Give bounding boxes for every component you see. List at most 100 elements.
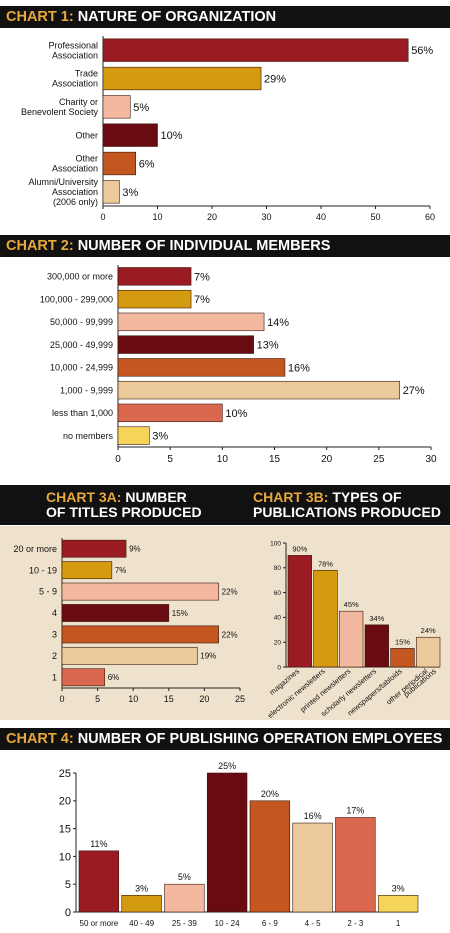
- chart3a-x-tick-label: 10: [128, 694, 138, 704]
- chart1-data-label: 56%: [411, 45, 433, 57]
- chart3b-bar: [364, 624, 389, 668]
- chart2-data-label: 14%: [267, 317, 289, 329]
- chart3a-x-tick-label: 0: [59, 694, 64, 704]
- chart2-category-label: 10,000 - 24,999: [50, 363, 113, 373]
- chart2-x-tick-label: 15: [269, 454, 281, 465]
- chart3a-data-label: 6%: [108, 673, 120, 682]
- chart3a-data-label: 9%: [129, 545, 141, 554]
- chart2-title-text: NUMBER OF INDIVIDUAL MEMBERS: [77, 238, 331, 254]
- chart2-data-label: 16%: [288, 362, 310, 374]
- chart2-bar: [117, 426, 150, 445]
- chart3a-title-number: CHART 3A:: [46, 489, 122, 505]
- chart2-data-label: 13%: [257, 340, 279, 352]
- chart4-y-tick-label: 10: [59, 851, 71, 863]
- chart3a-bar: [61, 604, 170, 622]
- chart2-x-tick-label: 25: [373, 454, 385, 465]
- chart3a-bar: [61, 646, 198, 665]
- chart4-bar: [121, 895, 162, 913]
- chart1-x-tick-label: 40: [316, 212, 326, 222]
- chart1-category-label: Association: [52, 164, 98, 174]
- chart3b-data-label: 78%: [318, 559, 333, 568]
- chart2-category-label: 1,000 - 9,999: [60, 385, 113, 395]
- chart2-x-tick-label: 0: [115, 454, 121, 465]
- chart4-bar: [292, 822, 333, 913]
- chart4-data-label: 20%: [261, 789, 279, 799]
- chart3a-category-label: 10 - 19: [29, 565, 57, 575]
- chart2-banner: CHART 2: NUMBER OF INDIVIDUAL MEMBERS: [0, 235, 450, 257]
- chart3b-data-label: 45%: [344, 600, 359, 609]
- chart1-bar: [102, 151, 137, 176]
- chart3a-x-tick-label: 5: [95, 694, 100, 704]
- chart1-data-label: 3%: [122, 187, 138, 199]
- chart3b-data-label: 34%: [369, 614, 384, 623]
- chart4-y-tick-label: 25: [59, 768, 71, 780]
- chart2-bar: [117, 358, 286, 377]
- chart4-category-label: 4 - 5: [305, 919, 322, 928]
- chart3a-bar: [61, 582, 219, 601]
- chart3a-category-label: 5 - 9: [39, 587, 57, 597]
- chart3b-title-line2: PUBLICATIONS PRODUCED: [253, 504, 441, 520]
- chart4-y-tick-label: 15: [59, 823, 71, 835]
- chart1-title-number: CHART 1:: [6, 9, 74, 25]
- chart4-y-tick-label: 5: [65, 879, 71, 891]
- chart2-title-number: CHART 2:: [6, 238, 74, 254]
- chart2-category-label: 50,000 - 99,999: [50, 317, 113, 327]
- chart3b-bar: [339, 610, 364, 668]
- chart1-bar: [102, 66, 262, 91]
- chart4-data-label: 3%: [392, 883, 405, 893]
- chart4-data-label: 11%: [90, 839, 107, 849]
- chart2-data-label: 27%: [403, 385, 425, 397]
- chart1-category-label: Association: [52, 50, 98, 60]
- chart1-x-tick-label: 50: [370, 212, 380, 222]
- chart3a-x-tick-label: 15: [164, 694, 174, 704]
- chart1-bar: [102, 180, 120, 204]
- chart4-y-tick-label: 0: [65, 907, 71, 919]
- chart3b-title-line1: TYPES OF: [332, 489, 402, 505]
- chart3a-title-line2: OF TITLES PRODUCED: [46, 504, 202, 520]
- chart3b-data-label: 24%: [421, 626, 436, 635]
- chart1-plot: 0 10 20 30 40 50 6056%ProfessionalAssociation2…: [21, 36, 435, 222]
- chart3a-title: CHART 3A: NUMBER OF TITLES PRODUCED: [46, 490, 202, 520]
- chart1-data-label: 5%: [133, 102, 149, 114]
- chart4-bar: [335, 817, 376, 913]
- chart3b-title-number: CHART 3B:: [253, 489, 329, 505]
- chart3a-data-label: 19%: [200, 652, 216, 661]
- chart3a-category-label: 1: [52, 672, 57, 682]
- chart1-x-tick-label: 20: [207, 212, 217, 222]
- chart1-category-label: Charity or: [59, 97, 98, 107]
- chart1-x-tick-label: 10: [152, 212, 162, 222]
- chart4-title-text: NUMBER OF PUBLISHING OPERATION EMPLOYEES: [77, 731, 443, 747]
- chart1-title-text: NATURE OF ORGANIZATION: [77, 9, 277, 25]
- chart4-plot: 0 5 10 15 20 25 11% 50 or more 3% 40 - 49 5% 25 - 3…: [59, 761, 419, 928]
- chart3a-data-label: 22%: [222, 587, 238, 596]
- chart3b-y-tick-label: 0: [277, 664, 281, 671]
- chart1-data-label: 6%: [139, 158, 155, 170]
- chart4-bar: [249, 800, 291, 913]
- chart1-bar: [102, 95, 131, 119]
- chart3b-y-tick-label: 100: [270, 540, 281, 547]
- chart3b-bar: [287, 555, 312, 668]
- chart3a-bar: [61, 561, 113, 580]
- chart4-bar: [164, 883, 205, 913]
- chart3b-data-label: 90%: [292, 544, 307, 553]
- chart4-category-label: 40 - 49: [129, 919, 154, 928]
- chart4-category-label: 2 - 3: [347, 919, 364, 928]
- chart4-category-label: 1: [396, 919, 401, 928]
- chart3a-bar: [61, 625, 219, 644]
- chart1-category-label: Association: [52, 187, 98, 197]
- chart2-data-label: 10%: [225, 408, 247, 420]
- chart2-bar: [117, 267, 192, 286]
- chart3a-title-line1: NUMBER: [125, 489, 187, 505]
- chart1-category-label: Professional: [48, 40, 98, 50]
- chart4-data-label: 17%: [346, 805, 364, 815]
- chart4-category-label: 10 - 24: [215, 919, 240, 928]
- chart3a-category-label: 3: [52, 630, 57, 640]
- chart2-x-tick-label: 20: [321, 454, 333, 465]
- chart1-bar: [102, 38, 409, 62]
- chart3-banner: CHART 3A: NUMBER OF TITLES PRODUCED CHAR…: [0, 485, 450, 525]
- chart1-data-label: 29%: [264, 73, 286, 85]
- chart4-bar: [206, 772, 248, 913]
- chart3a-category-label: 4: [52, 608, 57, 618]
- chart1-x-tick-label: 0: [100, 212, 105, 222]
